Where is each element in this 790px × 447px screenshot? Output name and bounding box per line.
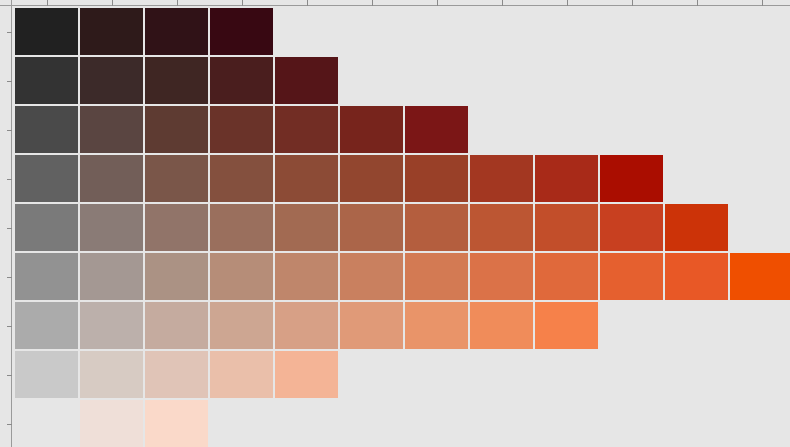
- color-swatch[interactable]: [405, 204, 468, 251]
- color-swatch[interactable]: [145, 57, 208, 104]
- ruler-tick: [632, 0, 633, 6]
- color-swatch[interactable]: [340, 106, 403, 153]
- color-swatch[interactable]: [15, 351, 78, 398]
- color-swatch[interactable]: [80, 57, 143, 104]
- color-swatch[interactable]: [15, 400, 78, 447]
- color-swatch[interactable]: [210, 204, 273, 251]
- color-swatch[interactable]: [275, 351, 338, 398]
- color-swatch[interactable]: [210, 302, 273, 349]
- ruler-tick: [502, 0, 503, 6]
- ruler-tick: [697, 0, 698, 6]
- color-swatch[interactable]: [15, 155, 78, 202]
- ruler-tick: [7, 32, 12, 33]
- color-swatch[interactable]: [80, 253, 143, 300]
- color-swatch[interactable]: [470, 253, 533, 300]
- color-swatch[interactable]: [340, 155, 403, 202]
- ruler-tick: [7, 228, 12, 229]
- color-swatch[interactable]: [535, 253, 598, 300]
- color-swatch[interactable]: [275, 204, 338, 251]
- color-swatch[interactable]: [600, 155, 663, 202]
- ruler-tick: [7, 179, 12, 180]
- color-swatch[interactable]: [210, 155, 273, 202]
- color-swatch[interactable]: [405, 155, 468, 202]
- ruler-tick: [7, 326, 12, 327]
- ruler-tick: [7, 277, 12, 278]
- color-swatch[interactable]: [470, 302, 533, 349]
- color-swatch[interactable]: [145, 351, 208, 398]
- color-swatch[interactable]: [210, 8, 273, 55]
- color-swatch[interactable]: [145, 204, 208, 251]
- color-swatch[interactable]: [340, 302, 403, 349]
- color-swatch[interactable]: [405, 253, 468, 300]
- ruler-tick: [437, 0, 438, 6]
- color-swatch[interactable]: [535, 155, 598, 202]
- color-swatch[interactable]: [80, 204, 143, 251]
- color-swatch[interactable]: [470, 155, 533, 202]
- color-swatch[interactable]: [600, 204, 663, 251]
- color-swatch[interactable]: [340, 253, 403, 300]
- ruler-tick: [242, 0, 243, 6]
- color-swatch[interactable]: [15, 204, 78, 251]
- color-swatch[interactable]: [210, 351, 273, 398]
- color-swatch[interactable]: [535, 302, 598, 349]
- color-swatch[interactable]: [15, 253, 78, 300]
- ruler-tick: [177, 0, 178, 6]
- color-swatch[interactable]: [80, 400, 143, 447]
- color-swatch[interactable]: [145, 106, 208, 153]
- color-swatch[interactable]: [340, 204, 403, 251]
- ruler-tick: [762, 0, 763, 6]
- left-ruler: [0, 0, 12, 447]
- color-swatch[interactable]: [275, 57, 338, 104]
- color-swatch[interactable]: [600, 253, 663, 300]
- color-swatch[interactable]: [470, 204, 533, 251]
- ruler-tick: [7, 375, 12, 376]
- color-swatch[interactable]: [80, 302, 143, 349]
- ruler-tick: [567, 0, 568, 6]
- ruler-tick: [7, 81, 12, 82]
- color-swatch[interactable]: [80, 155, 143, 202]
- color-swatch[interactable]: [535, 204, 598, 251]
- color-swatch[interactable]: [145, 8, 208, 55]
- color-swatch[interactable]: [210, 57, 273, 104]
- color-swatch[interactable]: [15, 57, 78, 104]
- ruler-tick: [112, 0, 113, 6]
- color-swatch[interactable]: [145, 302, 208, 349]
- color-swatch[interactable]: [275, 106, 338, 153]
- top-ruler: [0, 0, 790, 6]
- color-swatch[interactable]: [15, 302, 78, 349]
- color-swatch[interactable]: [210, 253, 273, 300]
- color-swatch[interactable]: [145, 155, 208, 202]
- ruler-tick: [372, 0, 373, 6]
- color-swatch[interactable]: [405, 302, 468, 349]
- color-swatch[interactable]: [275, 253, 338, 300]
- color-swatch[interactable]: [665, 253, 728, 300]
- ruler-tick: [7, 424, 12, 425]
- ruler-tick: [47, 0, 48, 6]
- color-swatch[interactable]: [15, 8, 78, 55]
- color-swatch[interactable]: [730, 253, 790, 300]
- color-swatch[interactable]: [15, 106, 78, 153]
- color-swatch[interactable]: [80, 351, 143, 398]
- color-swatch[interactable]: [275, 302, 338, 349]
- color-swatch[interactable]: [665, 204, 728, 251]
- ruler-tick: [7, 130, 12, 131]
- color-swatch[interactable]: [405, 106, 468, 153]
- color-swatch[interactable]: [210, 106, 273, 153]
- color-swatch[interactable]: [80, 8, 143, 55]
- color-swatch[interactable]: [145, 253, 208, 300]
- color-swatch[interactable]: [145, 400, 208, 447]
- color-swatch[interactable]: [80, 106, 143, 153]
- ruler-tick: [307, 0, 308, 6]
- color-swatch[interactable]: [275, 155, 338, 202]
